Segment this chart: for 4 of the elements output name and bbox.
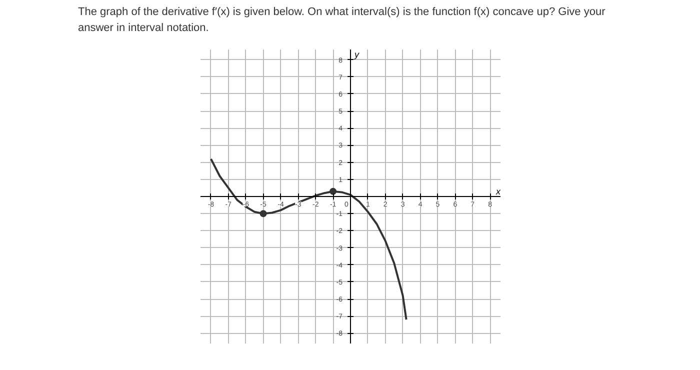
x-axis-title: x <box>495 186 501 197</box>
chart-title: The graph of the derivative f′(x) is given below. On what interval(s) is the function f(x) concave up? Give your answer in interval notation. <box>78 5 606 36</box>
y-axis-title: y <box>354 50 360 60</box>
line-series <box>210 158 408 321</box>
